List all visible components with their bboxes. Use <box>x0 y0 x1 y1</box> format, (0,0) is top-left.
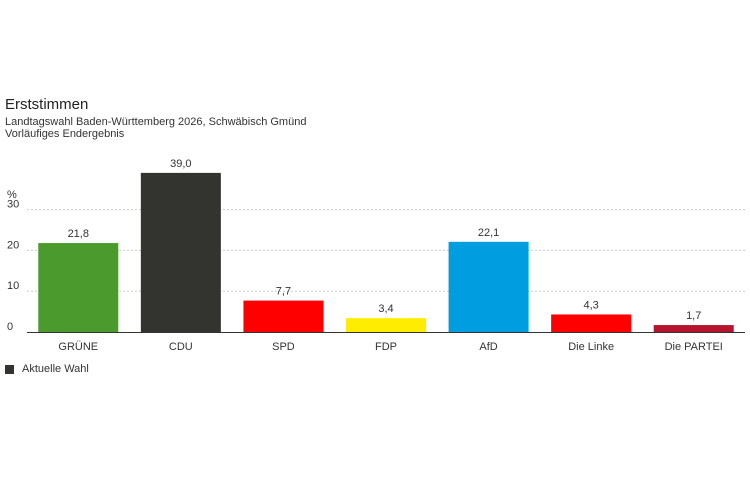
bar <box>551 314 632 332</box>
y-tick-label: 10 <box>7 280 19 292</box>
x-tick-label: GRÜNE <box>58 341 98 353</box>
bar-value-label: 21,8 <box>68 228 89 240</box>
legend-label: Aktuelle Wahl <box>22 363 89 375</box>
bar-value-label: 4,3 <box>583 299 598 311</box>
x-tick-label: FDP <box>375 341 397 353</box>
bar <box>653 325 734 332</box>
x-tick-label: Die PARTEI <box>665 341 723 353</box>
y-tick-label: 20 <box>7 239 19 251</box>
chart-title: Erststimmen <box>5 96 89 113</box>
bar <box>448 241 529 332</box>
x-tick-label: SPD <box>272 341 295 353</box>
x-tick-label: AfD <box>479 341 497 353</box>
x-tick-label: Die Linke <box>568 341 614 353</box>
bar-value-label: 7,7 <box>276 286 291 298</box>
bar <box>140 172 221 332</box>
legend-swatch <box>5 364 14 374</box>
y-tick-label: 30 <box>7 199 19 211</box>
bar <box>243 300 324 332</box>
legend: Aktuelle Wahl <box>5 363 89 375</box>
bar <box>38 243 119 332</box>
bar <box>346 318 426 332</box>
bar-value-label: 3,4 <box>378 303 393 315</box>
x-tick-label: CDU <box>169 341 193 353</box>
result-status-note: Vorläufiges Endergebnis <box>5 128 125 140</box>
bar-value-label: 22,1 <box>478 227 499 239</box>
bar-value-label: 39,0 <box>170 158 191 170</box>
bar-value-label: 1,7 <box>686 310 701 322</box>
chart-subtitle: Landtagswahl Baden-Württemberg 2026, Sch… <box>5 116 307 128</box>
y-axis-unit-label: % <box>7 189 17 201</box>
y-tick-label: 0 <box>7 321 13 333</box>
